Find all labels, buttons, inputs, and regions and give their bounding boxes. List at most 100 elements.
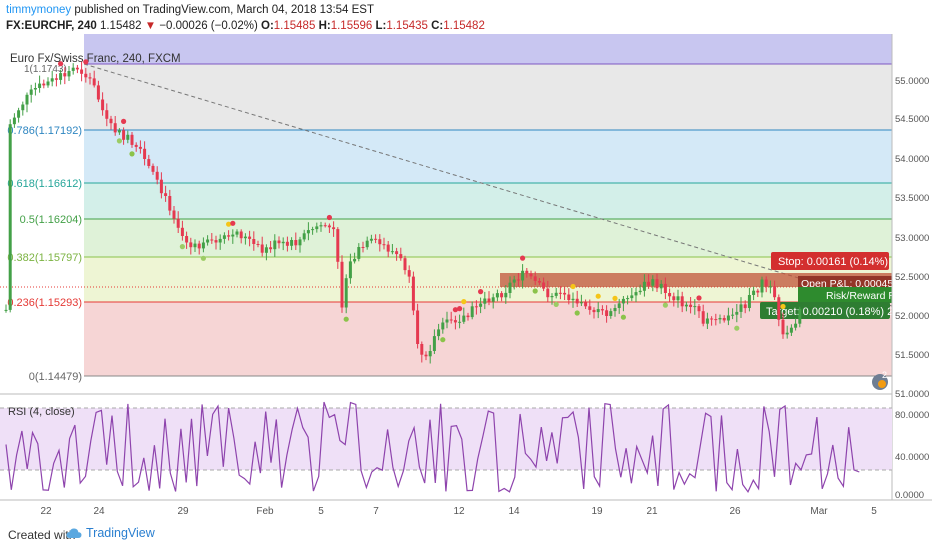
candle-body	[554, 292, 558, 296]
signal-dot	[574, 310, 580, 316]
fib-band-05	[84, 183, 892, 219]
candle-body	[504, 292, 508, 298]
candle-body	[470, 306, 474, 318]
open-label: O:	[261, 20, 274, 32]
candle-body	[315, 226, 319, 230]
candle-body	[571, 298, 575, 301]
candle-body	[319, 225, 323, 227]
signal-dot	[121, 118, 127, 124]
candle-body	[138, 146, 142, 149]
candle-body	[357, 247, 361, 259]
candle-body	[668, 293, 672, 297]
time-tick: 5	[871, 506, 877, 517]
rsi-pane[interactable]: RSI (4, close) 80.0000 40.0000 0.0000	[0, 401, 929, 501]
candle-body	[63, 73, 67, 77]
candle-body	[491, 297, 495, 302]
candle-body	[382, 244, 386, 246]
symbol-label[interactable]: FX:EURCHF, 240	[6, 20, 97, 32]
candle-body	[672, 296, 676, 301]
candle-body	[579, 302, 583, 304]
candle-body	[689, 304, 693, 307]
candle-body	[550, 296, 554, 298]
risk-reward-box	[798, 287, 892, 303]
fib-band-0618	[84, 130, 892, 183]
candle-body	[46, 81, 50, 86]
tradingview-logo[interactable]: TradingView	[66, 526, 155, 540]
price-tick: 51.0000	[895, 389, 929, 400]
fib-label-0618: 0.618(1.16612)	[7, 178, 82, 190]
candle-body	[298, 239, 302, 246]
candle-body	[575, 298, 579, 304]
candle-body	[785, 332, 789, 335]
rsi-tick: 40.0000	[895, 452, 929, 463]
signal-dot	[570, 283, 576, 290]
candle-body	[84, 73, 88, 78]
alerts-badge[interactable]: 2	[872, 370, 888, 390]
candle-body	[235, 231, 239, 235]
candle-body	[701, 311, 705, 324]
candle-body	[479, 303, 483, 307]
candle-body	[428, 351, 432, 357]
chart-canvas[interactable]: 0.786(1.17192) 0.618(1.16612) 0.5(1.1620…	[0, 34, 932, 520]
candle-body	[697, 306, 701, 312]
candle-body	[59, 73, 63, 80]
candle-body	[277, 240, 281, 244]
candle-body	[227, 235, 231, 237]
candle-body	[88, 77, 92, 79]
candle-body	[416, 310, 420, 344]
fib-band-0382	[84, 219, 892, 257]
candle-body	[756, 290, 760, 293]
time-axis[interactable]: 22 24 29 Feb 5 7 12 14 19 21 26 Mar 5	[0, 499, 932, 517]
candlestick-series[interactable]	[4, 61, 802, 364]
candle-body	[634, 292, 638, 296]
signal-dot	[780, 303, 786, 310]
signal-dot	[696, 295, 702, 301]
price-change: −0.00026 (−0.02%)	[159, 20, 258, 32]
signal-dot	[343, 316, 349, 322]
candle-body	[714, 319, 718, 321]
trend-line[interactable]	[83, 63, 893, 307]
candle-body	[626, 298, 630, 300]
signal-dot	[226, 221, 232, 227]
candle-body	[781, 319, 785, 335]
fibonacci-retracement[interactable]: 0.786(1.17192) 0.618(1.16612) 0.5(1.1620…	[7, 34, 892, 383]
author-link[interactable]: timmymoney	[6, 4, 72, 16]
signal-dot	[452, 307, 458, 313]
signal-dot	[620, 314, 627, 320]
candle-body	[201, 242, 205, 249]
candle-body	[546, 288, 550, 298]
price-tick: 53.5000	[895, 193, 929, 204]
stop-zone	[500, 273, 892, 287]
high-label: H:	[318, 20, 331, 32]
long-position-tool[interactable]: Stop: 0.00161 (0.14%) Open P&L: 0.00045 …	[500, 252, 899, 319]
candle-body	[710, 318, 714, 320]
candle-body	[327, 225, 331, 228]
price-axis[interactable]: 55.0000 54.5000 54.0000 53.5000 53.0000 …	[891, 34, 932, 500]
candle-body	[705, 318, 709, 324]
candle-body	[332, 227, 336, 230]
candle-body	[395, 251, 399, 255]
candle-body	[159, 179, 163, 194]
time-tick: 22	[40, 506, 52, 517]
price-tick: 54.5000	[895, 114, 929, 125]
candle-body	[231, 234, 235, 237]
candle-body	[176, 218, 180, 228]
candle-body	[726, 315, 730, 321]
target-label: Target: 0.00210 (0.18%) 21	[766, 306, 899, 318]
candle-body	[378, 239, 382, 245]
candle-body	[768, 286, 772, 288]
candle-body	[143, 148, 147, 159]
candle-body	[647, 281, 651, 286]
signal-dot	[129, 151, 135, 157]
signal-dot	[326, 214, 332, 221]
candle-body	[508, 282, 512, 293]
candle-body	[302, 233, 306, 240]
candle-body	[500, 293, 504, 298]
fib-label-0236: 0.236(1.15293)	[7, 297, 82, 309]
candle-body	[512, 279, 516, 283]
fib-band-0786	[84, 64, 892, 130]
signal-dot	[478, 289, 484, 295]
candle-body	[693, 306, 697, 308]
candle-body	[743, 304, 747, 309]
candle-body	[193, 243, 197, 248]
